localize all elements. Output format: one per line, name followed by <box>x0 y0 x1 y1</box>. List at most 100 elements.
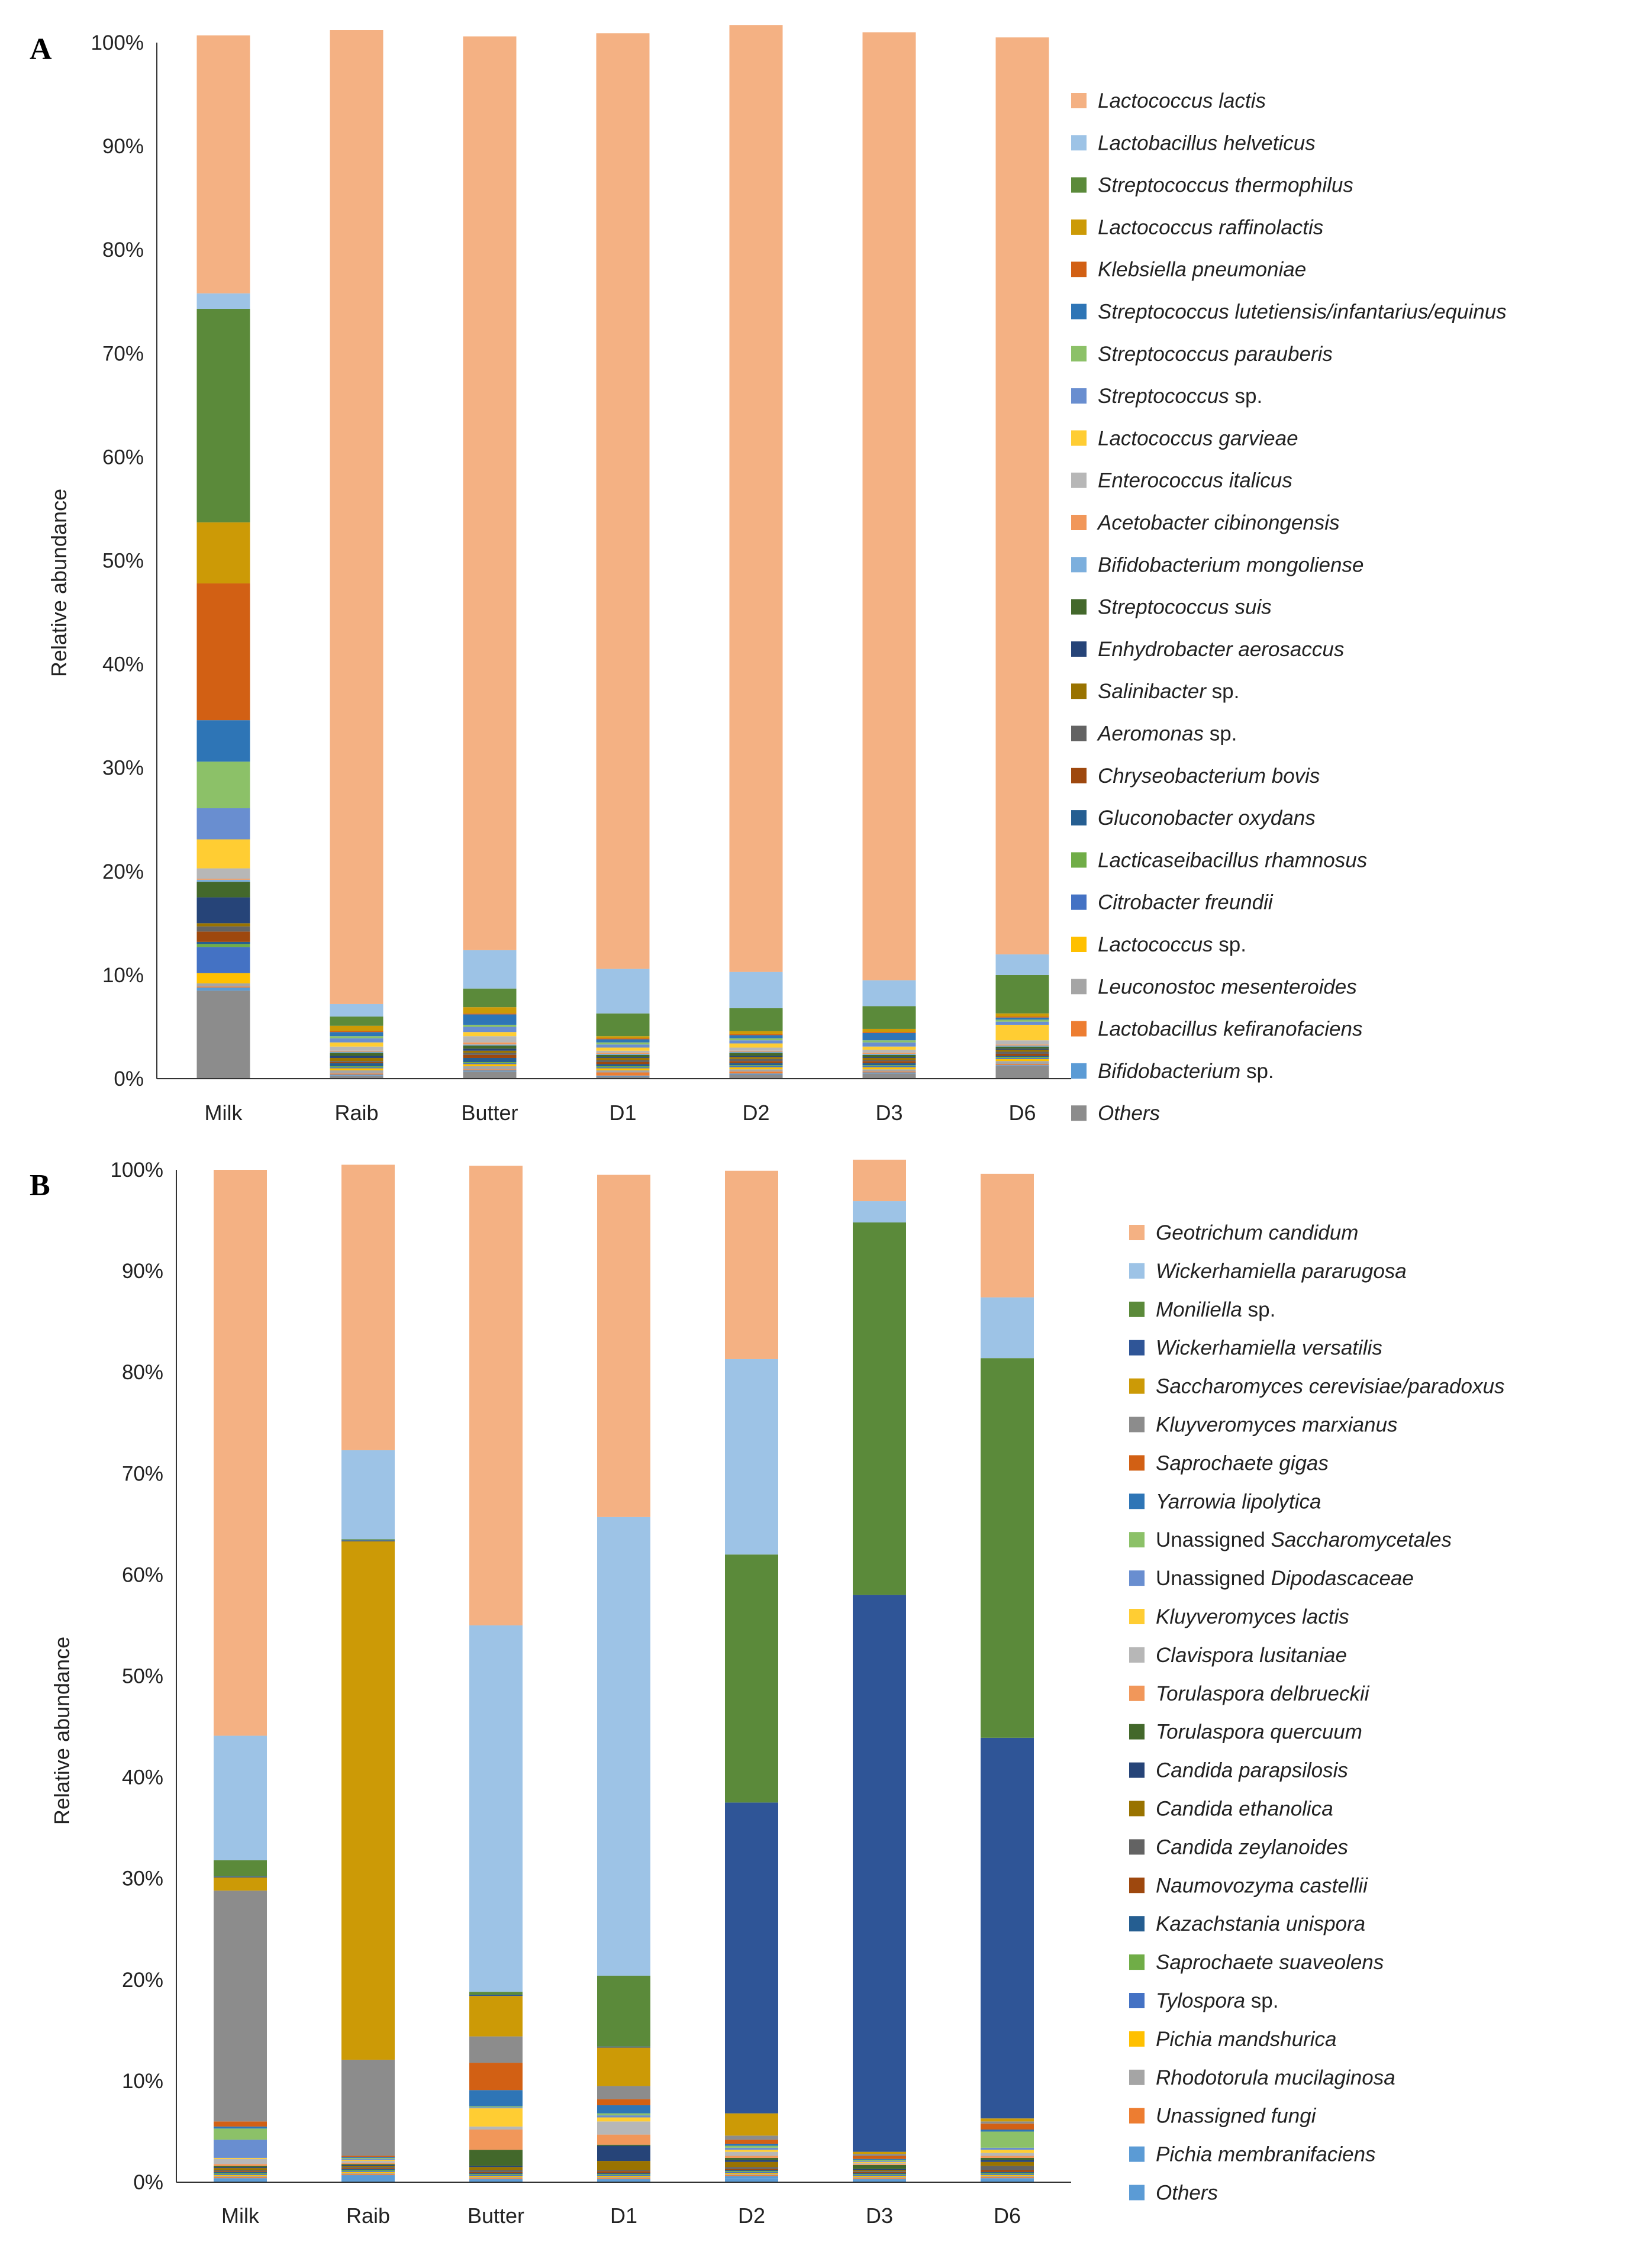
panel-b-bar-milk-wickerhamiella-pararugosa <box>214 1735 267 1860</box>
panel-b-bar-d2-saprochaete-suaveolens <box>725 2171 778 2172</box>
panel-b-bar-milk-saprochaete-suaveolens <box>214 2173 267 2175</box>
panel-b-bar-d1-pichia-membranifaciens <box>597 2179 650 2180</box>
panel-a-bar-milk-lactobacillus-helveticus <box>196 293 250 309</box>
panel-b-bar-butter-geotrichum-candidum <box>469 1166 523 1625</box>
panel-b-bar-d6-wickerhamiella-pararugosa <box>981 1297 1034 1359</box>
panel-a-legend-swatch-enterococcus-italicus <box>1071 472 1087 488</box>
panel-a-bar-milk-enterococcus-italicus <box>196 868 250 879</box>
panel-a-bar-raib-gluconobacter-oxydans <box>330 1063 383 1066</box>
panel-a-bar-butter-leuconostoc-mesenteroides <box>463 1066 517 1070</box>
panel-b-bar-d3-candida-zeylanoides <box>853 2171 906 2172</box>
panel-b-y-tick-label: 30% <box>122 1867 163 1890</box>
panel-b-legend-swatch-geotrichum-candidum <box>1129 1225 1145 1240</box>
panel-b-y-tick-label: 90% <box>122 1260 163 1283</box>
panel-a-legend-label-acetobacter-cibinongensis: Acetobacter cibinongensis <box>1097 511 1340 534</box>
panel-a-bar-butter-lactococcus-garvieae <box>463 1032 517 1037</box>
panel-b-legend-label-saprochaete-gigas: Saprochaete gigas <box>1156 1451 1329 1475</box>
panel-b-legend-swatch-kazachstania-unispora <box>1129 1916 1145 1932</box>
panel-a-bar-milk-bifidobacterium-sp <box>196 987 250 991</box>
panel-b-legend-swatch-tylospora-sp <box>1129 1993 1145 2008</box>
panel-a-legend-label-aeromonas-sp: Aeromonas sp. <box>1097 722 1237 746</box>
panel-a-bar-butter-streptococcus-lutetiensis-infantarius-equinus <box>463 1014 517 1025</box>
panel-b-bar-raib-wickerhamiella-pararugosa <box>341 1450 395 1540</box>
panel-b-bar-d1-saprochaete-suaveolens <box>597 2174 650 2176</box>
panel-a-y-tick-label: 20% <box>102 860 144 883</box>
panel-b-bar-d6-naumovozyma-castellii <box>981 2170 1034 2172</box>
panel-a-bar-d3-lacticaseibacillus-rhamnosus <box>862 1065 916 1066</box>
panel-a-bar-d6-enterococcus-italicus <box>995 1040 1049 1045</box>
panel-a-bar-milk-streptococcus-lutetiensis-infantarius-equinus <box>196 720 250 762</box>
panel-a-bar-butter-enhydrobacter-aerosaccus <box>463 1048 517 1051</box>
panel-b-legend-label-candida-parapsilosis: Candida parapsilosis <box>1156 1759 1348 1782</box>
panel-a-bar-raib-salinibacter-sp <box>330 1057 383 1062</box>
panel-a-bar-raib-lactococcus-sp <box>330 1068 383 1070</box>
panel-a-bar-d2-gluconobacter-oxydans <box>729 1063 783 1066</box>
panel-b-bar-d2-candida-ethanolica <box>725 2161 778 2167</box>
panel-a-bar-butter-streptococcus-parauberis <box>463 1024 517 1027</box>
panel-a-bar-raib-streptococcus-lutetiensis-infantarius-equinus <box>330 1032 383 1037</box>
panel-b-x-tick-d2: D2 <box>738 2204 765 2228</box>
panel-a-legend-swatch-lactococcus-lactis <box>1071 93 1087 108</box>
panel-b-bar-d2-wickerhamiella-pararugosa <box>725 1359 778 1555</box>
panel-a-bar-d3-lactobacillus-kefiranofaciens <box>862 1071 916 1073</box>
panel-b-bar-d1-pichia-mandshurica <box>597 2176 650 2177</box>
panel-a-bar-raib-bifidobacterium-sp <box>330 1074 383 1076</box>
panel-a-bar-raib-citrobacter-freundii <box>330 1067 383 1069</box>
panel-a-bar-d2-lactobacillus-kefiranofaciens <box>729 1071 783 1074</box>
panel-a-bar-d3-streptococcus-lutetiensis-infantarius-equinus <box>862 1033 916 1041</box>
panel-a-legend-label-chryseobacterium-bovis: Chryseobacterium bovis <box>1098 764 1320 788</box>
panel-b-legend-label-wickerhamiella-versatilis: Wickerhamiella versatilis <box>1156 1337 1382 1360</box>
panel-b-bar-d3-kazachstania-unispora <box>853 2173 906 2175</box>
panel-b-bar-milk-unassigned-dipodascaceae <box>214 2140 267 2158</box>
panel-b-bar-d1-naumovozyma-castellii <box>597 2171 650 2173</box>
panel-b-bar-raib-geotrichum-candidum <box>341 1164 395 1450</box>
panel-b-bar-d1-candida-parapsilosis <box>597 2146 650 2161</box>
panel-b-bar-butter-moniliella-sp <box>469 1992 523 1995</box>
panel-a-bar-raib-streptococcus-thermophilus <box>330 1016 383 1026</box>
panel-a-bar-d3-enterococcus-italicus <box>862 1049 916 1053</box>
panel-b-legend-label-tylospora-sp: Tylospora sp. <box>1156 1989 1279 2012</box>
panel-b-bar-d1-unassigned-dipodascaceae <box>597 2115 650 2118</box>
panel-a-bar-d1-acetobacter-cibinongensis <box>596 1053 650 1054</box>
panel-b-legend-label-unassigned-saccharomycetales: Unassigned Saccharomycetales <box>1156 1528 1452 1551</box>
panel-b-bar-d3-yarrowia-lipolytica <box>853 2159 906 2160</box>
panel-a-bar-milk-streptococcus-suis <box>196 882 250 898</box>
panel-a-legend-label-enhydrobacter-aerosaccus: Enhydrobacter aerosaccus <box>1098 638 1344 661</box>
panel-a-bar-milk-klebsiella-pneumoniae <box>196 583 250 721</box>
panel-b-bar-milk-rhodotorula-mucilaginosa <box>214 2176 267 2177</box>
panel-b-x-tick-butter: Butter <box>468 2204 524 2228</box>
panel-a-bar-d2-salinibacter-sp <box>729 1057 783 1059</box>
panel-a-bar-d6-lactococcus-sp <box>995 1059 1049 1062</box>
panel-a-bar-d3-streptococcus-thermophilus <box>862 1006 916 1029</box>
panel-b-legend-swatch-candida-parapsilosis <box>1129 1762 1145 1778</box>
panel-b-legend-swatch-torulaspora-delbrueckii <box>1129 1685 1145 1701</box>
panel-a-bar-milk-chryseobacterium-bovis <box>196 931 250 942</box>
panel-a-bar-butter-others <box>463 1071 517 1079</box>
panel-a-legend-swatch-others <box>1071 1105 1087 1121</box>
panel-b-bar-d1-kazachstania-unispora <box>597 2173 650 2175</box>
panel-a-bar-d3-lactococcus-lactis <box>862 32 916 980</box>
panel-b-bar-butter-pichia-membranifaciens <box>469 2179 523 2180</box>
panel-b-bar-milk-torulaspora-quercuum <box>214 2166 267 2167</box>
panel-a-bar-milk-salinibacter-sp <box>196 923 250 927</box>
panel-b-bar-butter-torulaspora-quercuum <box>469 2150 523 2166</box>
panel-b-y-tick-label: 10% <box>122 2070 163 2093</box>
panel-b-legend: Geotrichum candidum Wickerhamiella pararu… <box>1129 1221 1504 2205</box>
panel-a-legend-label-lactococcus-raffinolactis: Lactococcus raffinolactis <box>1098 216 1323 239</box>
panel-a-legend-label-enterococcus-italicus: Enterococcus italicus <box>1098 469 1292 492</box>
panel-b-bar-butter-wickerhamiella-pararugosa <box>469 1625 523 1992</box>
panel-b-bar-d3-others <box>853 2180 906 2182</box>
panel-a-y-tick-label: 60% <box>102 446 144 469</box>
panel-b-bar-raib-moniliella-sp <box>341 1539 395 1541</box>
panel-b-bar-d6-unassigned-saccharomycetales <box>981 2131 1034 2148</box>
panel-a-x-tick-butter: Butter <box>461 1101 518 1125</box>
panel-a-y-tick-label: 0% <box>114 1067 144 1091</box>
panel-b-bar-d2-naumovozyma-castellii <box>725 2169 778 2170</box>
panel-b-legend-label-naumovozyma-castellii: Naumovozyma castellii <box>1156 1874 1368 1897</box>
panel-b-legend-label-kluyveromyces-lactis: Kluyveromyces lactis <box>1156 1605 1349 1628</box>
panel-a-bar-milk-lacticaseibacillus-rhamnosus <box>196 944 250 947</box>
panel-b-y-tick-label: 60% <box>122 1563 163 1586</box>
panel-a-legend-label-salinibacter-sp: Salinibacter sp. <box>1098 680 1239 703</box>
panel-b-bar-d2-pichia-membranifaciens <box>725 2176 778 2179</box>
panel-a-bar-milk-bifidobacterium-mongoliense <box>196 879 250 882</box>
